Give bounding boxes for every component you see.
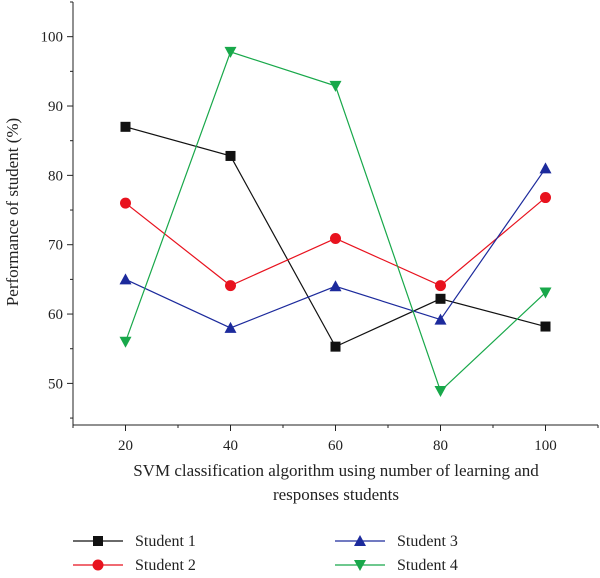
series-1 bbox=[120, 121, 551, 352]
y-tick-label-50: 50 bbox=[48, 376, 63, 392]
legend-marker-1 bbox=[93, 536, 103, 546]
series-4-point-1 bbox=[119, 336, 132, 348]
series-1-point-4 bbox=[435, 293, 446, 304]
axes: 50 60 70 80 90 100 20 40 60 80 100 bbox=[41, 1, 599, 454]
y-tick-label-90: 90 bbox=[48, 99, 63, 115]
y-tick-label-100: 100 bbox=[41, 30, 64, 46]
series-4-point-3 bbox=[329, 80, 342, 92]
legend-label-4: Student 4 bbox=[397, 557, 458, 574]
legend-label-3: Student 3 bbox=[397, 533, 458, 550]
x-axis-title-line-1: SVM classification algorithm using numbe… bbox=[133, 461, 539, 480]
series-4 bbox=[119, 46, 552, 398]
x-tick-label-100: 100 bbox=[534, 438, 557, 454]
series-4-point-2 bbox=[224, 46, 237, 58]
legend-item-3: Student 3 bbox=[335, 533, 458, 550]
y-tick-label-70: 70 bbox=[48, 238, 63, 254]
series-2 bbox=[120, 192, 551, 292]
series-1-point-1 bbox=[120, 121, 131, 132]
series-3 bbox=[119, 162, 552, 333]
series-1-point-2 bbox=[225, 150, 236, 161]
series-3-point-1 bbox=[119, 273, 132, 285]
legend-item-1: Student 1 bbox=[73, 533, 196, 550]
series-2-point-4 bbox=[435, 280, 446, 292]
legend-marker-4 bbox=[354, 560, 366, 571]
x-tick-label-40: 40 bbox=[223, 438, 238, 454]
x-tick-label-80: 80 bbox=[433, 438, 448, 454]
y-axis-title: Performance of student (%) bbox=[3, 118, 22, 306]
series-1-point-5 bbox=[540, 321, 551, 332]
series-2-point-3 bbox=[330, 232, 341, 244]
legend-label-1: Student 1 bbox=[135, 533, 196, 550]
series-layer bbox=[119, 46, 552, 398]
series-3-point-5 bbox=[539, 162, 552, 174]
y-tick-label-60: 60 bbox=[48, 307, 63, 323]
x-tick-label-20: 20 bbox=[118, 438, 133, 454]
series-2-point-5 bbox=[540, 192, 551, 204]
x-tick-label-60: 60 bbox=[328, 438, 343, 454]
series-4-point-5 bbox=[539, 287, 552, 299]
series-1-point-3 bbox=[330, 341, 341, 352]
legend-item-4: Student 4 bbox=[335, 557, 458, 574]
series-4-point-4 bbox=[434, 386, 447, 398]
legend-label-2: Student 2 bbox=[135, 557, 196, 574]
series-4-line bbox=[124, 51, 546, 393]
legend-marker-3 bbox=[354, 535, 366, 546]
series-2-point-2 bbox=[225, 280, 236, 292]
legend-marker-2 bbox=[92, 559, 104, 571]
series-3-point-4 bbox=[434, 313, 447, 325]
series-2-point-1 bbox=[120, 197, 131, 209]
legend: Student 1 Student 2 Student 3 Student 4 bbox=[73, 533, 458, 574]
series-3-point-2 bbox=[224, 321, 237, 333]
series-3-point-3 bbox=[329, 280, 342, 292]
y-tick-label-80: 80 bbox=[48, 168, 63, 184]
legend-item-2: Student 2 bbox=[73, 557, 196, 574]
x-axis-title-line-2: responses students bbox=[273, 485, 399, 504]
series-3-line bbox=[125, 168, 546, 329]
